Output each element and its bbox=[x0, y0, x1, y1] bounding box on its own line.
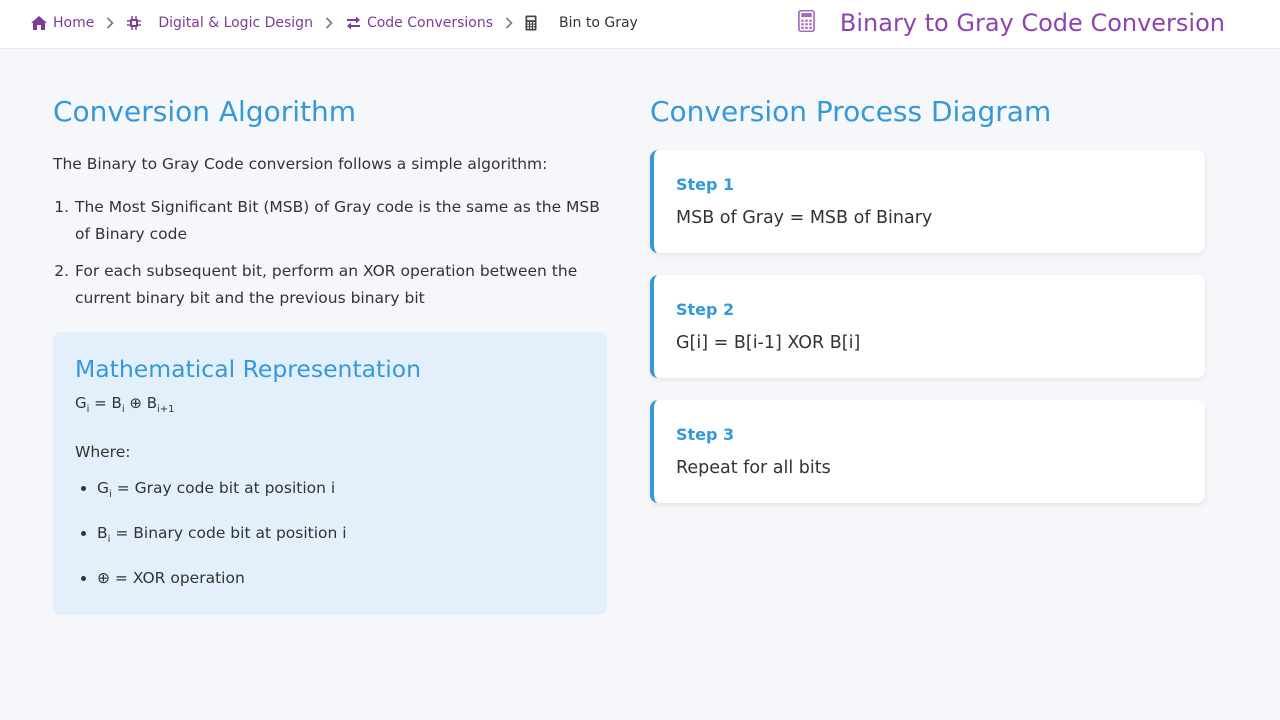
algorithm-step: For each subsequent bit, perform an XOR … bbox=[74, 258, 609, 312]
definition-item: Bi = Binary code bit at position i bbox=[97, 521, 585, 552]
algorithm-step: The Most Significant Bit (MSB) of Gray c… bbox=[74, 194, 609, 248]
definition-item: Gi = Gray code bit at position i bbox=[97, 476, 585, 507]
step-card-3: Step 3 Repeat for all bits bbox=[650, 400, 1205, 503]
where-label: Where: bbox=[75, 443, 131, 461]
breadcrumb-label: Digital & Logic Design bbox=[158, 14, 313, 31]
breadcrumb-digital-logic-design[interactable]: Digital & Logic Design bbox=[126, 15, 313, 31]
algorithm-heading: Conversion Algorithm bbox=[53, 95, 357, 128]
math-formula: Gi = Bi ⊕ Bi+1 bbox=[75, 394, 175, 415]
definition-item: ⊕ = XOR operation bbox=[97, 566, 585, 597]
chip-icon bbox=[126, 15, 142, 31]
top-bar: Home Digital & Logic Design bbox=[0, 0, 1280, 49]
page-header: Binary to Gray Code Conversion bbox=[798, 0, 1225, 45]
math-heading: Mathematical Representation bbox=[75, 355, 422, 383]
exchange-icon bbox=[345, 15, 362, 31]
chevron-right-icon bbox=[325, 16, 333, 29]
step-card-1: Step 1 MSB of Gray = MSB of Binary bbox=[650, 150, 1205, 253]
home-icon bbox=[30, 15, 48, 31]
algorithm-intro: The Binary to Gray Code conversion follo… bbox=[53, 155, 548, 173]
step-label: Step 1 bbox=[676, 175, 735, 194]
step-text: G[i] = B[i-1] XOR B[i] bbox=[676, 333, 861, 353]
breadcrumb-label: Bin to Gray bbox=[559, 14, 638, 31]
breadcrumb-label: Code Conversions bbox=[366, 14, 494, 31]
diagram-heading: Conversion Process Diagram bbox=[650, 95, 1052, 128]
diagram-section: Conversion Process Diagram Step 1 MSB of… bbox=[650, 92, 1205, 503]
math-representation-box: Mathematical Representation Gi = Bi ⊕ Bi… bbox=[53, 332, 607, 615]
calculator-icon bbox=[525, 15, 537, 31]
breadcrumb: Home Digital & Logic Design bbox=[30, 0, 638, 45]
calculator-icon bbox=[798, 9, 815, 36]
definitions-list: Gi = Gray code bit at position i Bi = Bi… bbox=[75, 476, 585, 597]
step-card-2: Step 2 G[i] = B[i-1] XOR B[i] bbox=[650, 275, 1205, 378]
breadcrumb-code-conversions[interactable]: Code Conversions bbox=[345, 15, 493, 31]
algorithm-section: Conversion Algorithm The Binary to Gray … bbox=[53, 92, 609, 615]
chevron-right-icon bbox=[505, 16, 513, 29]
page-title: Binary to Gray Code Conversion bbox=[839, 8, 1225, 37]
breadcrumb-label: Home bbox=[53, 14, 95, 31]
chevron-right-icon bbox=[106, 16, 114, 29]
breadcrumb-home[interactable]: Home bbox=[30, 15, 94, 31]
step-label: Step 3 bbox=[676, 425, 735, 444]
breadcrumb-current: Bin to Gray bbox=[525, 15, 638, 31]
algorithm-steps: The Most Significant Bit (MSB) of Gray c… bbox=[53, 194, 609, 312]
step-label: Step 2 bbox=[676, 300, 735, 319]
step-text: MSB of Gray = MSB of Binary bbox=[676, 208, 933, 228]
step-text: Repeat for all bits bbox=[676, 458, 831, 478]
